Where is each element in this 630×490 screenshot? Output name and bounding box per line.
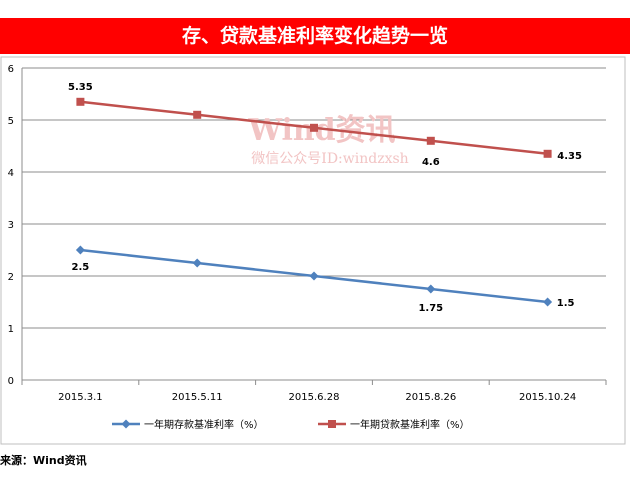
series-0-point-3: [426, 284, 436, 294]
series-0-point-0: [75, 245, 85, 255]
chart-title: 存、贷款基准利率变化趋势一览: [0, 18, 630, 54]
series-1-point-3: [426, 136, 435, 145]
x-tick-label-2015.6.28: 2015.6.28: [289, 392, 340, 403]
data-label-0-4: 1.5: [557, 298, 575, 309]
series-1-point-0: [76, 97, 85, 106]
series-0-point-2: [309, 271, 319, 281]
legend-label-0: 一年期存款基准利率（%）: [144, 418, 264, 431]
legend-marker-0: [121, 419, 131, 429]
data-label-1-3: 4.6: [422, 157, 440, 168]
y-tick-label-4: 4: [8, 168, 14, 179]
x-tick-label-2015.8.26: 2015.8.26: [405, 392, 456, 403]
source-note: 来源：Wind资讯: [0, 454, 87, 467]
x-tick-label-2015.10.24: 2015.10.24: [519, 392, 576, 403]
y-tick-label-1: 1: [8, 324, 14, 335]
x-tick-label-2015.5.11: 2015.5.11: [172, 392, 223, 403]
series-0-point-1: [192, 258, 202, 268]
legend-label-1: 一年期贷款基准利率（%）: [350, 418, 470, 431]
data-label-1-4: 4.35: [557, 151, 582, 162]
data-label-1-0: 5.35: [68, 82, 93, 93]
series-1-point-1: [193, 110, 202, 119]
y-tick-label-2: 2: [8, 272, 14, 283]
watermark-main: Wind资讯: [247, 113, 395, 148]
y-tick-label-5: 5: [8, 116, 14, 127]
legend-marker-1: [328, 420, 336, 428]
data-label-0-0: 2.5: [72, 262, 90, 273]
series-1-point-2: [310, 123, 318, 132]
data-label-0-3: 1.75: [418, 303, 443, 314]
chart-frame: [0, 56, 626, 445]
y-tick-label-0: 0: [8, 376, 14, 387]
y-tick-label-6: 6: [8, 64, 14, 75]
watermark-sub: 微信公众号ID:windzxsh: [251, 151, 408, 167]
series-1-point-4: [543, 149, 552, 158]
y-tick-label-3: 3: [8, 220, 14, 231]
x-tick-label-2015.3.1: 2015.3.1: [58, 392, 103, 403]
series-0-point-4: [543, 297, 553, 307]
